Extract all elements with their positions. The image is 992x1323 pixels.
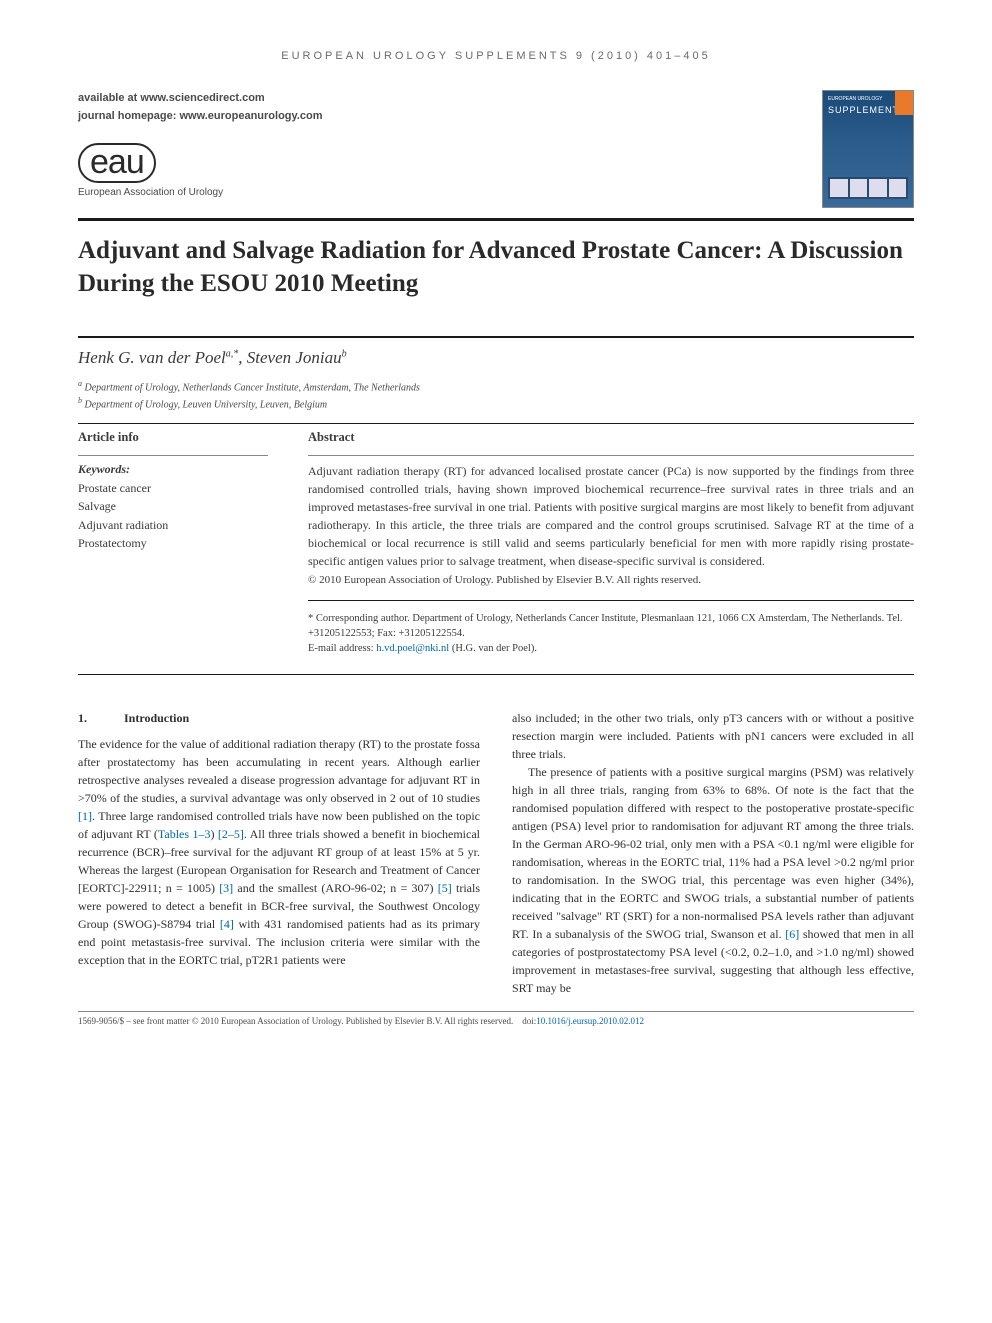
corr-label: * Corresponding author. [308, 613, 410, 624]
author-2-sup: b [342, 348, 347, 359]
footer-copyright: 1569-9056/$ – see front matter © 2010 Eu… [78, 1016, 513, 1026]
ref-link[interactable]: [1] [78, 809, 92, 823]
body-paragraph: The evidence for the value of additional… [78, 735, 480, 969]
cover-image-strip [828, 177, 908, 199]
running-header: EUROPEAN UROLOGY SUPPLEMENTS 9 (2010) 40… [78, 50, 914, 62]
eau-logo-block: eau European Association of Urology [78, 143, 822, 198]
keyword: Prostatectomy [78, 534, 268, 553]
ref-link[interactable]: [5] [438, 881, 452, 895]
footer-doi-label: doi: [522, 1016, 536, 1026]
corresponding-author: * Corresponding author. Department of Ur… [308, 611, 914, 657]
divider-thin [78, 674, 914, 675]
ref-link[interactable]: [2–5] [218, 827, 244, 841]
author-1: Henk G. van der Poel [78, 348, 226, 367]
body-paragraph: also included; in the other two trials, … [512, 709, 914, 763]
info-abstract-row: Article info Keywords: Prostate cancer S… [78, 430, 914, 657]
body-column-right: also included; in the other two trials, … [512, 709, 914, 997]
cover-accent-icon [895, 91, 913, 115]
available-url: www.sciencedirect.com [140, 92, 264, 104]
section-number: 1. [78, 709, 124, 727]
journal-cover-thumbnail: EUROPEAN UROLOGY SUPPLEMENTS [822, 90, 914, 208]
affil-2-sup: b [78, 396, 82, 405]
eau-logo-icon: eau [78, 143, 156, 183]
masthead-left: available at www.sciencedirect.com journ… [78, 90, 822, 198]
available-label: available at [78, 92, 137, 104]
corr-email-label: E-mail address: [308, 643, 374, 654]
ref-link[interactable]: [6] [785, 927, 799, 941]
affil-1-text: Department of Urology, Netherlands Cance… [85, 382, 420, 393]
body-two-column: 1.Introduction The evidence for the valu… [78, 709, 914, 997]
author-line: Henk G. van der Poela,*, Steven Joniaub [78, 348, 914, 368]
abstract-head: Abstract [308, 430, 914, 445]
divider-heavy [78, 218, 914, 221]
section-title: Introduction [124, 711, 189, 725]
footer: 1569-9056/$ – see front matter © 2010 Eu… [78, 1011, 914, 1026]
affiliations: a Department of Urology, Netherlands Can… [78, 378, 914, 413]
divider-thin [78, 423, 914, 424]
divider-thin [308, 600, 914, 601]
section-heading: 1.Introduction [78, 709, 480, 727]
keyword: Adjuvant radiation [78, 516, 268, 535]
article-info-head: Article info [78, 430, 268, 445]
divider-verythin [308, 455, 914, 456]
keywords-list: Prostate cancer Salvage Adjuvant radiati… [78, 479, 268, 553]
author-1-sup: a,* [226, 348, 239, 359]
article-title: Adjuvant and Salvage Radiation for Advan… [78, 235, 914, 300]
ref-link[interactable]: [3] [219, 881, 233, 895]
affil-1-sup: a [78, 379, 82, 388]
divider-mid [78, 336, 914, 338]
availability-lines: available at www.sciencedirect.com journ… [78, 90, 822, 125]
abstract-text: Adjuvant radiation therapy (RT) for adva… [308, 462, 914, 570]
footer-doi-link[interactable]: 10.1016/j.eursup.2010.02.012 [536, 1016, 644, 1026]
masthead: available at www.sciencedirect.com journ… [78, 90, 914, 208]
abstract-column: Abstract Adjuvant radiation therapy (RT)… [308, 430, 914, 657]
ref-link[interactable]: [4] [220, 917, 234, 931]
keywords-head: Keywords: [78, 462, 268, 477]
corr-email-link[interactable]: h.vd.poel@nki.nl [376, 643, 449, 654]
author-2: Steven Joniau [247, 348, 342, 367]
table-link[interactable]: Tables 1–3 [158, 827, 211, 841]
divider-verythin [78, 455, 268, 456]
homepage-label: journal homepage: [78, 110, 176, 122]
body-paragraph: The presence of patients with a positive… [512, 763, 914, 997]
affil-2-text: Department of Urology, Leuven University… [85, 400, 328, 411]
keyword: Prostate cancer [78, 479, 268, 498]
body-column-left: 1.Introduction The evidence for the valu… [78, 709, 480, 997]
article-info-column: Article info Keywords: Prostate cancer S… [78, 430, 268, 657]
homepage-url: www.europeanurology.com [179, 110, 322, 122]
corr-email-name: (H.G. van der Poel). [452, 643, 537, 654]
abstract-copyright: © 2010 European Association of Urology. … [308, 574, 914, 586]
eau-full-name: European Association of Urology [78, 187, 223, 198]
keyword: Salvage [78, 497, 268, 516]
